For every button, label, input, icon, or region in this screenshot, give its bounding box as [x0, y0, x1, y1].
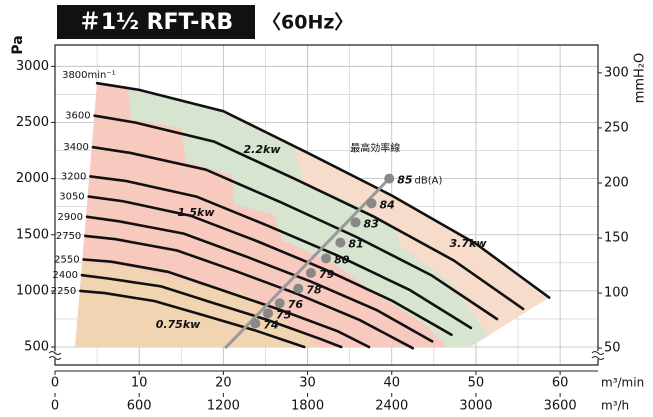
rpm-curve — [84, 234, 415, 350]
region-label: 3.7kw — [450, 237, 488, 250]
rpm-label: 3800min⁻¹ — [62, 70, 116, 81]
rpm-label: 3400 — [63, 142, 88, 153]
efficiency-point — [274, 298, 285, 309]
x2-tick-label: 3600 — [544, 399, 577, 414]
y2-tick-label: 250 — [604, 120, 629, 135]
db-label: 74 — [263, 318, 278, 331]
rpm-curve — [91, 145, 499, 321]
efficiency-point — [384, 173, 395, 184]
rpm-label: 3050 — [59, 192, 84, 203]
chart-subtitle: 〈60Hz〉 — [262, 11, 353, 34]
y2-tick-label: 50 — [604, 341, 621, 356]
y-tick-label: 2000 — [16, 171, 49, 186]
x-axis-label: m³/min — [601, 376, 644, 390]
x-tick-label: 60 — [552, 376, 569, 391]
db-label: 85 — [397, 174, 413, 187]
x2-tick-label: 1200 — [207, 399, 240, 414]
efficiency-label: 最高効率線 — [350, 142, 400, 155]
y-tick-label: 2500 — [16, 115, 49, 130]
y-tick-label: 3000 — [16, 59, 49, 74]
region-label: 0.75kw — [156, 318, 201, 331]
rpm-curve — [87, 195, 453, 336]
rpm-label: 2900 — [58, 212, 83, 223]
rpm-curve — [93, 114, 525, 311]
rpm-curve — [85, 215, 434, 343]
x2-tick-label: 0 — [51, 399, 59, 414]
plot: 3800min⁻¹3600340032003050290027502550240… — [16, 44, 629, 414]
x2-tick-label: 3000 — [459, 399, 492, 414]
x-tick-label: 10 — [131, 376, 148, 391]
y-tick-label: 1500 — [16, 227, 49, 242]
rpm-curve — [89, 175, 473, 330]
y-tick-label: 500 — [24, 340, 49, 355]
y2-tick-label: 200 — [604, 175, 629, 190]
db-label: 78 — [306, 284, 322, 297]
db-unit: dB(A) — [415, 176, 443, 187]
x-tick-label: 40 — [383, 376, 400, 391]
efficiency-point — [335, 237, 346, 248]
efficiency-point — [262, 308, 273, 319]
x2-tick-label: 2400 — [375, 399, 408, 414]
efficiency-point — [250, 318, 261, 329]
db-label: 75 — [276, 308, 292, 321]
x2-tick-label: 600 — [127, 399, 152, 414]
chart-title: ＃1½ RFT-RB — [79, 10, 233, 35]
rpm-curve — [80, 273, 343, 349]
y2-tick-label: 150 — [604, 231, 629, 246]
db-label: 76 — [288, 298, 304, 311]
efficiency-point — [305, 267, 316, 278]
rpm-curve — [82, 258, 371, 349]
rpm-label: 3200 — [61, 171, 86, 182]
x2-axis-label: m³/h — [601, 399, 629, 413]
db-label: 84 — [380, 198, 395, 211]
x-tick-label: 20 — [215, 376, 232, 391]
y2-tick-label: 100 — [604, 286, 629, 301]
efficiency-point — [293, 283, 304, 294]
axis-break — [591, 351, 605, 360]
rpm-label: 2400 — [52, 270, 77, 281]
rpm-curve — [79, 289, 306, 349]
frame — [54, 44, 599, 366]
efficiency-point — [366, 198, 377, 209]
rpm-label: 2550 — [54, 254, 79, 265]
y2-tick-label: 300 — [604, 65, 629, 80]
db-label: 83 — [364, 217, 380, 230]
y-axis-label: Pa — [10, 35, 26, 54]
region-label: 2.2kw — [244, 143, 282, 156]
x-tick-label: 30 — [299, 376, 316, 391]
rpm-label: 3600 — [65, 111, 90, 122]
rpm-label: 2750 — [56, 231, 81, 242]
y2-axis-label: mmH₂O — [633, 53, 648, 104]
efficiency-point — [321, 253, 332, 264]
region-label: 1.5kw — [178, 206, 216, 219]
x-tick-label: 50 — [468, 376, 485, 391]
y-tick-label: 1000 — [16, 283, 49, 298]
x-tick-label: 0 — [51, 376, 59, 391]
rpm-curve — [95, 81, 551, 299]
db-label: 80 — [334, 253, 350, 266]
title-box — [57, 5, 255, 39]
efficiency-point — [350, 217, 361, 228]
axis-break — [48, 351, 62, 360]
db-label: 81 — [348, 238, 363, 251]
rpm-label: 2250 — [51, 286, 76, 297]
x2-tick-label: 1800 — [291, 399, 324, 414]
db-label: 79 — [319, 268, 335, 281]
